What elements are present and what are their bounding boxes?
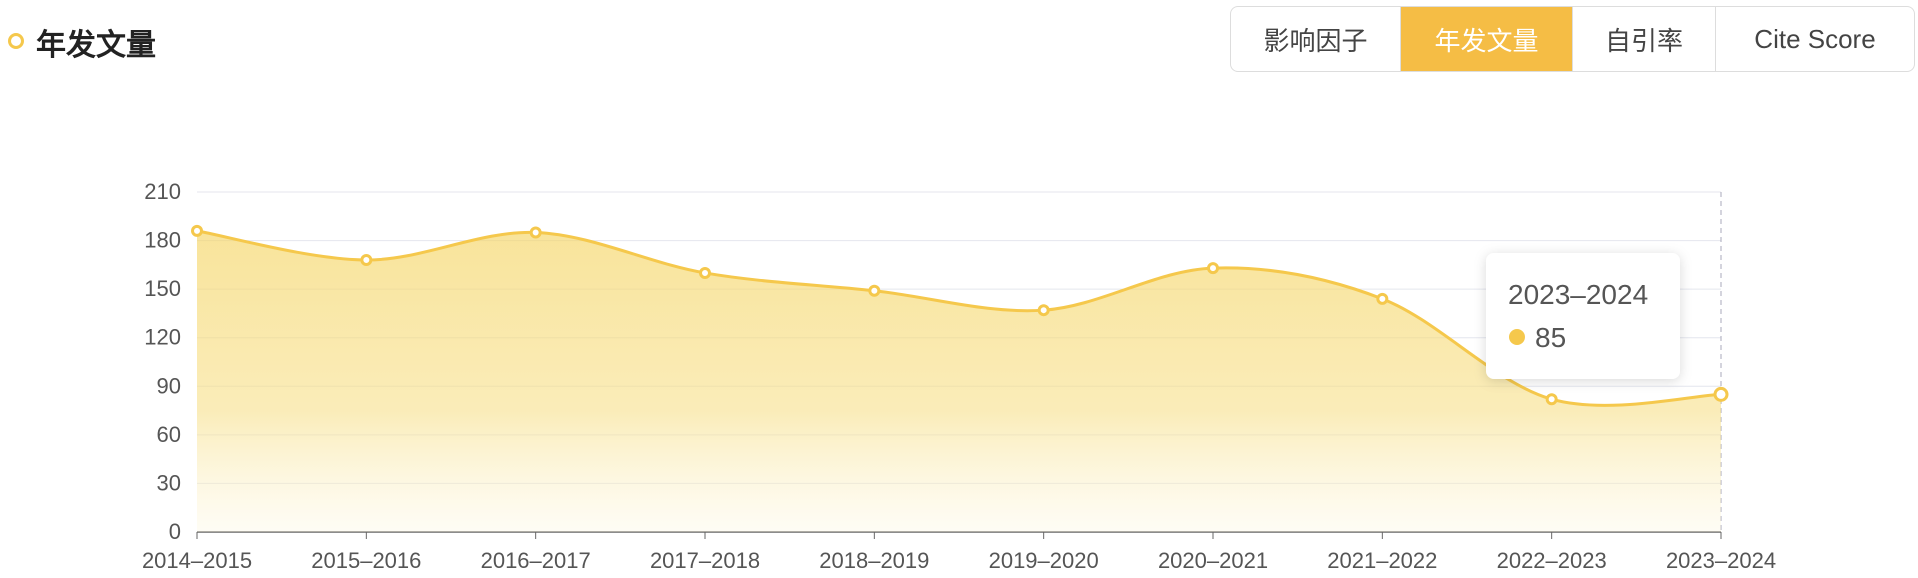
y-tick-label: 30 <box>157 470 181 495</box>
x-tick-label: 2018–2019 <box>819 548 929 573</box>
title-icon <box>8 33 24 49</box>
x-tick-label: 2016–2017 <box>481 548 591 573</box>
tooltip-box <box>1486 253 1680 379</box>
tooltip: 2023–2024 85 <box>1486 253 1680 379</box>
point <box>1713 386 1729 402</box>
y-tick-label: 120 <box>144 325 181 350</box>
point <box>191 224 203 237</box>
x-tick-label: 2021–2022 <box>1327 548 1437 573</box>
point <box>868 284 881 297</box>
point <box>699 266 711 279</box>
tooltip-marker <box>1509 329 1525 345</box>
section-title: 年发文量 <box>36 29 156 62</box>
area <box>197 230 1721 532</box>
point <box>360 254 373 266</box>
point <box>1207 262 1219 275</box>
y-tick-label: 150 <box>144 276 181 301</box>
y-tick-label: 210 <box>144 179 181 204</box>
point <box>1376 292 1389 305</box>
x-tick-label: 2017–2018 <box>650 548 760 573</box>
point <box>1037 304 1050 317</box>
point <box>529 226 542 239</box>
tooltip-value: 85 <box>1535 322 1566 353</box>
y-tick-label: 90 <box>157 373 181 398</box>
tab[interactable]: 年发文量 <box>1400 7 1572 71</box>
y-tick-label: 180 <box>144 228 181 253</box>
y-tick-label: 0 <box>169 519 181 544</box>
line <box>196 229 1722 407</box>
tab[interactable]: 影响因子 <box>1263 25 1368 56</box>
x-tick-label: 2023–2024 <box>1666 548 1776 573</box>
x-tick-label: 2015–2016 <box>311 548 421 573</box>
y-tick-label: 60 <box>157 422 181 447</box>
tab[interactable]: Cite Score <box>1715 7 1914 71</box>
tab[interactable]: 自引率 <box>1572 7 1715 71</box>
tooltip-title: 2023–2024 <box>1508 279 1648 310</box>
x-tick-label: 2019–2020 <box>989 548 1099 573</box>
x-tick-label: 2020–2021 <box>1158 548 1268 573</box>
x-tick-label: 2014–2015 <box>142 548 252 573</box>
x-tick-label: 2022–2023 <box>1497 548 1607 573</box>
point <box>1545 393 1558 406</box>
header: 年发文量 影响因子 年发文量 自引率 Cite Score <box>0 0 1918 80</box>
tab-bar: 影响因子 年发文量 自引率 Cite Score <box>1230 6 1915 72</box>
